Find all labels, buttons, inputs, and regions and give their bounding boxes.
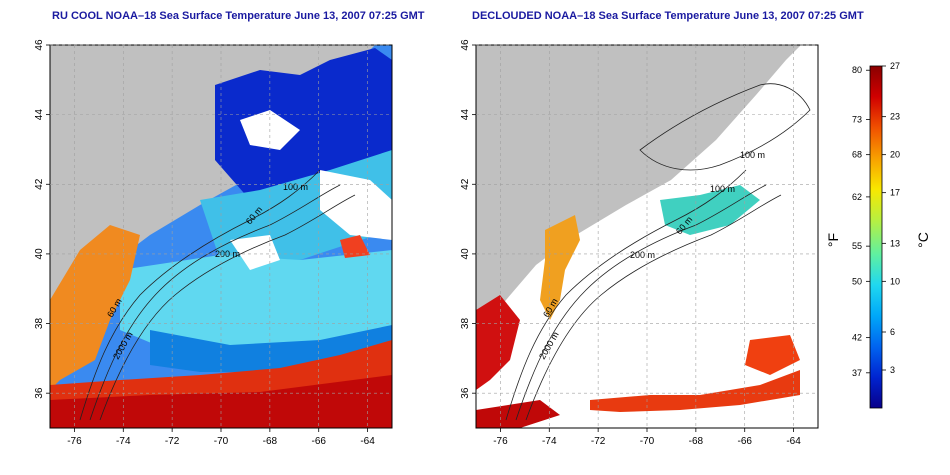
left-contour-label: 100 m [283,182,308,192]
right-map-title: DECLOUDED NOAA–18 Sea Surface Temperatur… [472,10,864,22]
colorbar-celsius-tick-label: 13 [890,238,900,248]
right-x-tick-label: -72 [591,436,606,447]
colorbar-fahrenheit-tick-label: 50 [852,276,862,286]
colorbar-fahrenheit-tick-label: 37 [852,368,862,378]
right-grid [476,44,818,428]
right-x-tick-label: -70 [640,436,655,447]
left-map-title: RU COOL NOAA–18 Sea Surface Temperature … [52,10,425,22]
left-x-tick-label: -76 [67,436,82,447]
colorbar-fahrenheit-tick-label: 62 [852,192,862,202]
left-cold-water [215,48,392,200]
left-y-tick-label: 36 [34,387,45,399]
left-cloud [230,235,280,270]
colorbar-celsius-tick-label: 10 [890,276,900,286]
colorbar-celsius-tick-label: 3 [890,365,895,375]
left-axis-ticks: -76 -74 -72 -70 -68 -66 -64 36 38 40 42 44 46 [34,39,375,447]
colorbar-fahrenheit-label: °F [825,233,841,247]
colorbar-fahrenheit-tick-label: 68 [852,150,862,160]
left-mid-water [120,250,392,360]
right-y-tick-label: 44 [460,109,471,121]
left-y-tick-label: 40 [34,248,45,260]
left-x-tick-label: -66 [311,436,326,447]
colorbar-celsius-tick-label: 6 [890,327,895,337]
left-contour-line [79,169,321,421]
left-x-tick-label: -68 [263,436,278,447]
colorbar-celsius-tick-label: 20 [890,150,900,160]
colorbar-celsius-label: °C [915,232,931,248]
right-y-tick-label: 38 [460,318,471,330]
right-shelf-water [660,185,760,235]
right-contour-line [525,194,782,421]
colorbar-fahrenheit-tick-label: 73 [852,114,862,124]
right-y-tick-label: 36 [460,387,471,399]
colorbar-celsius-tick-label: 27 [890,61,900,71]
right-x-tick-label: -66 [737,436,752,447]
colorbar-fahrenheit-tick-label: 80 [852,65,862,75]
right-y-tick-label: 42 [460,178,471,190]
right-y-tick-label: 40 [460,248,471,260]
colorbar-fahrenheit-tick-label: 42 [852,333,862,343]
left-y-tick-label: 44 [34,109,45,121]
colorbar-celsius-tick-label: 23 [890,112,900,122]
left-contour-line [89,184,341,421]
left-coastal-warm [50,225,140,390]
left-x-tick-label: -72 [165,436,180,447]
right-contour-line [639,83,811,171]
right-coastal-warm [540,215,580,320]
right-x-tick-label: -76 [493,436,508,447]
right-y-tick-label: 46 [460,39,471,51]
colorbar-fahrenheit-tick-label: 55 [852,241,862,251]
left-y-tick-label: 38 [34,318,45,330]
left-cloud [320,170,392,240]
right-ocean-clouded [476,45,818,428]
right-gulf-stream [590,370,800,412]
left-contour-line [99,194,356,421]
left-grid [50,44,392,428]
right-axis-ticks: -76 -74 -72 -70 -68 -66 -64 36 38 40 42 44 46 [460,39,801,447]
left-y-tick-label: 42 [34,178,45,190]
colorbar-celsius-tick-label: 17 [890,188,900,198]
right-contour-label: 100 m [710,184,735,194]
left-y-tick-label: 46 [34,39,45,51]
right-contour-label: 200 m [630,250,655,260]
left-contour-label: 200 m [215,249,240,259]
left-x-tick-label: -70 [214,436,229,447]
right-x-tick-label: -74 [542,436,557,447]
left-x-tick-label: -64 [360,436,375,447]
right-contour-label: 100 m [740,150,765,160]
colorbar [869,65,883,409]
left-x-tick-label: -74 [116,436,131,447]
right-contour-line [515,184,767,421]
right-contour-line [505,169,747,421]
right-x-tick-label: -68 [689,436,704,447]
colorbar-ticks: 27 23 20 17 13 10 6 3 80 73 68 62 55 50 42 37 [852,61,900,378]
right-x-tick-label: -64 [786,436,801,447]
